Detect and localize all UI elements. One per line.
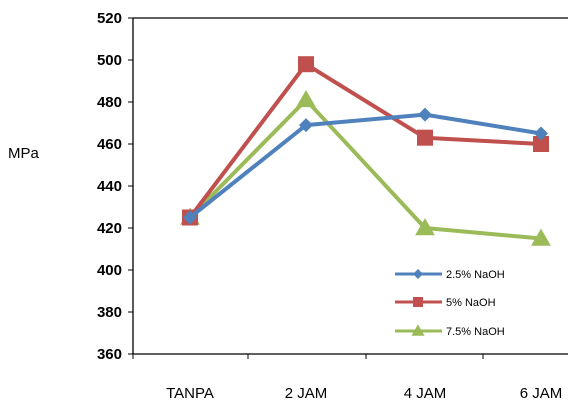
- legend-item: 7.5% NaOH: [395, 324, 505, 338]
- x-tick-label: 6 JAM: [520, 385, 563, 401]
- y-tick-label: 380: [97, 304, 122, 321]
- data-point: [534, 126, 548, 141]
- y-tick-label: 520: [97, 10, 122, 27]
- legend-marker: [413, 269, 423, 279]
- legend-label: 7.5% NaOH: [446, 326, 505, 338]
- y-tick-label: 500: [97, 52, 122, 69]
- legend-label: 2.5% NaOH: [446, 269, 505, 281]
- data-point: [418, 107, 432, 122]
- series-2: [180, 90, 551, 246]
- legend: 2.5% NaOH 5% NaOH 7.5% NaOH: [395, 269, 505, 338]
- y-tick-label: 440: [97, 178, 122, 195]
- series-1: [182, 56, 549, 226]
- y-tick-label: 460: [97, 136, 122, 153]
- series-line: [188, 97, 542, 241]
- data-point: [298, 56, 314, 73]
- y-tick-label: 480: [97, 94, 122, 111]
- y-tick-label: 400: [97, 262, 122, 279]
- x-tick-label: TANPA: [166, 385, 214, 401]
- y-axis-label: MPa: [8, 145, 40, 162]
- x-tick-label: 2 JAM: [285, 385, 328, 401]
- data-point: [299, 118, 313, 133]
- series-group: [180, 56, 551, 246]
- axes: [132, 17, 568, 355]
- legend-item: 2.5% NaOH: [395, 269, 505, 281]
- x-tick-label: 4 JAM: [404, 385, 447, 401]
- legend-marker: [411, 324, 425, 336]
- series-0: [183, 107, 548, 225]
- x-ticks: TANPA 2 JAM 4 JAM 6 JAM: [132, 354, 563, 401]
- data-point: [533, 136, 549, 152]
- series-line: [188, 62, 542, 219]
- y-tick-label: 420: [97, 220, 122, 237]
- series-line: [188, 112, 542, 220]
- data-point: [531, 228, 551, 246]
- data-point: [296, 90, 316, 108]
- legend-item: 5% NaOH: [395, 297, 496, 309]
- data-point: [415, 218, 435, 236]
- data-point: [417, 129, 433, 146]
- legend-marker: [413, 297, 423, 307]
- y-tick-label: 360: [97, 346, 122, 363]
- y-ticks: 360 380 400 420 440 460 480 500 520: [97, 10, 133, 363]
- legend-label: 5% NaOH: [446, 297, 496, 309]
- data-point: [183, 210, 197, 225]
